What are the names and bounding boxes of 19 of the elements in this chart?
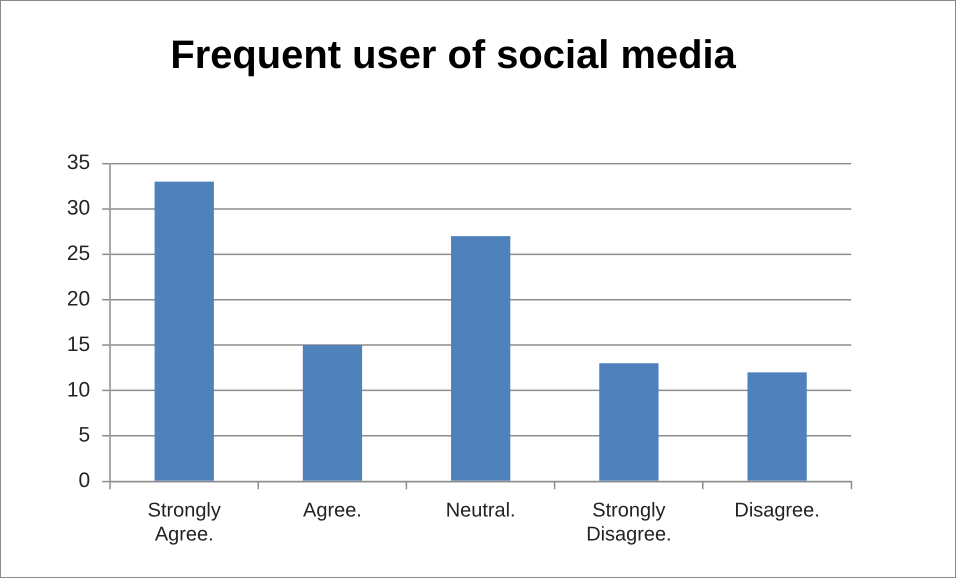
y-tick-label: 10 [66, 378, 90, 402]
bar [451, 236, 510, 481]
y-tick-label: 35 [66, 151, 90, 174]
y-tick-label: 30 [66, 196, 90, 220]
y-tick-label: 5 [78, 424, 90, 447]
bar [154, 182, 214, 481]
x-tick-label: Agree. [303, 500, 362, 522]
y-tick-label: 15 [66, 332, 90, 356]
y-tick-label: 25 [66, 242, 90, 266]
x-tick-label: Strongly Disagree. [586, 500, 672, 546]
x-tick-label: Neutral. [446, 500, 516, 522]
bar [747, 372, 807, 481]
bar [599, 363, 659, 481]
y-tick-label: 20 [66, 287, 90, 310]
y-tick-label: 0 [78, 469, 90, 492]
chart-title: Frequent user of social media [170, 32, 737, 77]
x-tick-label: Disagree. [734, 500, 820, 522]
bar [302, 345, 362, 481]
x-tick-label: Strongly Agree. [148, 500, 221, 546]
